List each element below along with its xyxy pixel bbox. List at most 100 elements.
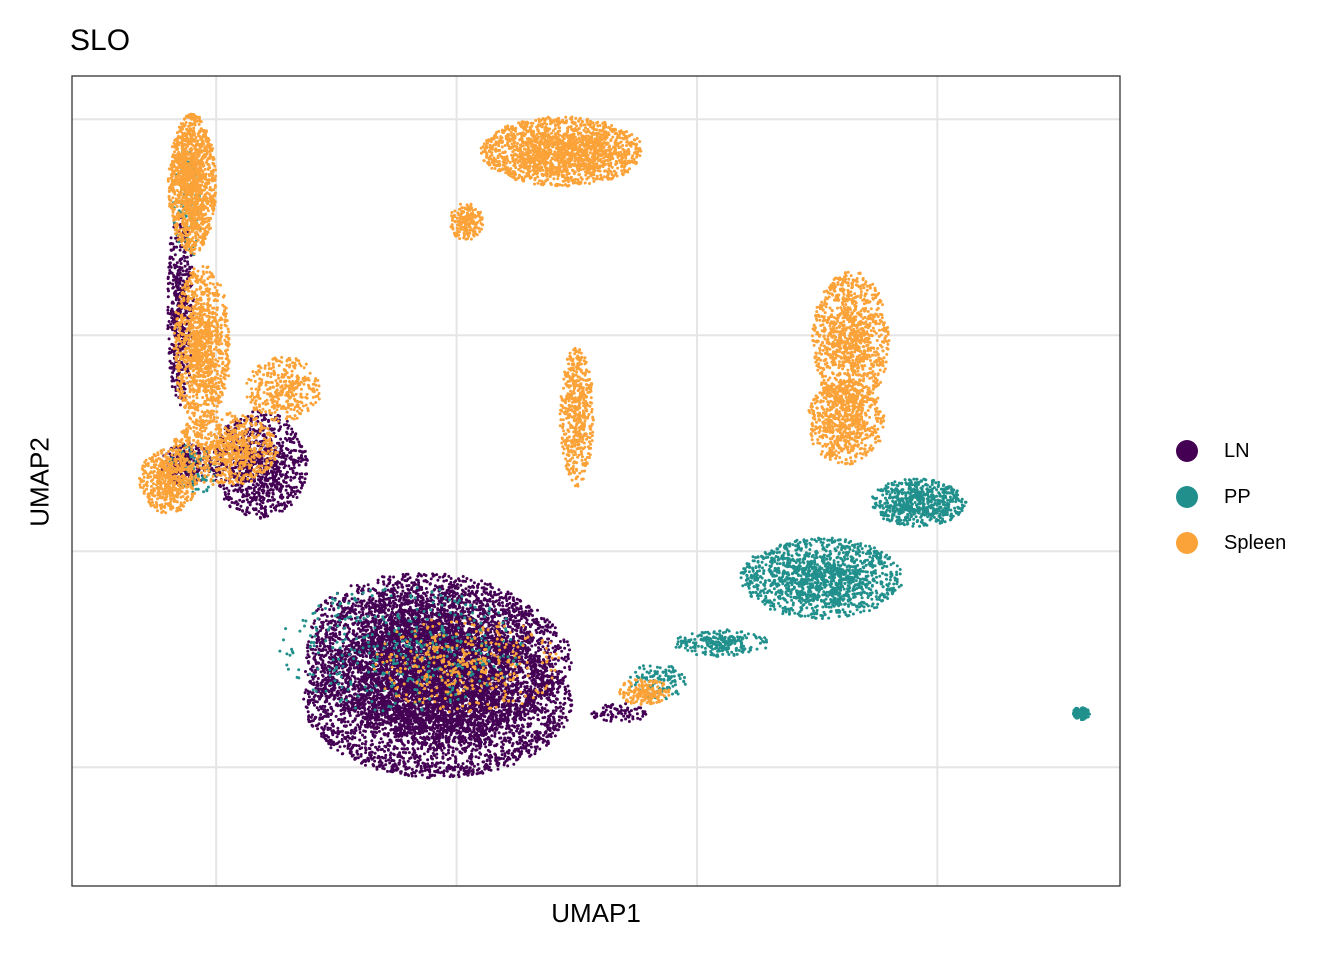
scatter-point xyxy=(360,659,364,663)
scatter-point xyxy=(375,697,378,701)
scatter-point xyxy=(545,743,548,747)
scatter-point xyxy=(501,749,505,753)
scatter-point xyxy=(563,666,567,670)
scatter-point xyxy=(349,731,353,735)
scatter-point xyxy=(451,753,455,757)
scatter-point xyxy=(549,700,553,704)
scatter-point xyxy=(381,727,385,731)
scatter-point xyxy=(311,724,315,728)
scatter-point xyxy=(319,713,323,717)
scatter-point xyxy=(329,706,333,710)
scatter-point xyxy=(486,748,490,752)
scatter-point xyxy=(460,685,464,689)
scatter-point xyxy=(418,758,422,762)
scatter-point xyxy=(519,714,523,718)
scatter-point xyxy=(402,761,406,765)
scatter-point xyxy=(484,732,488,736)
scatter-point xyxy=(370,739,374,743)
scatter-point xyxy=(561,711,565,715)
scatter-point xyxy=(364,760,368,763)
scatter-point xyxy=(545,735,549,739)
scatter-point xyxy=(416,707,420,711)
scatter-point xyxy=(477,741,481,745)
scatter-point xyxy=(490,755,494,759)
scatter-point xyxy=(545,709,549,713)
scatter-point xyxy=(329,746,333,750)
scatter-point xyxy=(365,655,369,658)
scatter-point xyxy=(324,619,328,623)
scatter-point xyxy=(530,738,534,742)
scatter-point xyxy=(554,709,558,712)
scatter-point xyxy=(493,731,497,735)
scatter-point xyxy=(506,764,510,768)
scatter-point xyxy=(364,740,368,744)
scatter-point xyxy=(423,764,427,768)
scatter-point xyxy=(538,731,542,735)
scatter-point xyxy=(465,765,469,769)
scatter-point xyxy=(313,703,316,707)
scatter-point xyxy=(360,761,363,765)
scatter-point xyxy=(537,718,541,722)
scatter-point xyxy=(513,749,517,753)
grid-lines xyxy=(72,76,1120,886)
scatter-point xyxy=(353,731,357,735)
scatter-point xyxy=(525,731,529,735)
scatter-point xyxy=(383,756,387,760)
scatter-point xyxy=(330,689,334,693)
scatter-point xyxy=(316,694,320,698)
scatter-point xyxy=(413,751,417,755)
scatter-point xyxy=(410,771,414,775)
scatter-point xyxy=(563,692,567,696)
scatter-point xyxy=(363,746,367,750)
scatter-point xyxy=(484,745,488,749)
scatter-point xyxy=(361,733,364,737)
scatter-point xyxy=(539,702,543,706)
scatter-point xyxy=(389,702,393,706)
scatter-point xyxy=(338,730,342,734)
scatter-point xyxy=(351,670,355,674)
scatter-point xyxy=(518,735,522,739)
scatter-point xyxy=(472,736,476,740)
scatter-point xyxy=(325,722,329,726)
scatter-point xyxy=(515,710,519,714)
scatter-point xyxy=(461,762,465,766)
scatter-point xyxy=(468,755,472,758)
scatter-point xyxy=(316,677,320,680)
scatter-point xyxy=(558,701,562,705)
scatter-point xyxy=(433,763,437,767)
scatter-point xyxy=(399,699,403,703)
scatter-point xyxy=(368,709,372,713)
scatter-point xyxy=(429,774,433,778)
scatter-point xyxy=(544,703,548,707)
scatter-point xyxy=(489,702,493,706)
scatter-point xyxy=(336,732,340,736)
scatter-point xyxy=(540,672,544,676)
scatter-point xyxy=(413,730,416,733)
scatter-point xyxy=(356,756,360,760)
scatter-point xyxy=(372,764,376,768)
scatter-point xyxy=(430,761,434,765)
scatter-point xyxy=(487,715,491,719)
scatter-point xyxy=(439,726,443,730)
scatter-point xyxy=(314,686,318,690)
scatter-point xyxy=(533,752,537,756)
scatter-point xyxy=(342,711,346,715)
scatter-point xyxy=(435,756,439,760)
scatter-point xyxy=(304,688,308,692)
scatter-point xyxy=(423,738,427,742)
scatter-point xyxy=(442,761,446,765)
scatter-point xyxy=(536,731,540,735)
scatter-point xyxy=(399,738,403,742)
scatter-point xyxy=(566,684,570,688)
scatter-point xyxy=(553,727,557,731)
scatter-point xyxy=(528,724,532,728)
scatter-point xyxy=(504,727,508,731)
scatter-point xyxy=(348,751,352,755)
scatter-point xyxy=(396,732,400,736)
scatter-point xyxy=(389,728,393,732)
scatter-point xyxy=(314,715,318,719)
scatter-point xyxy=(359,671,363,675)
scatter-point xyxy=(503,761,506,765)
scatter-point xyxy=(360,742,364,746)
scatter-point xyxy=(493,726,497,730)
